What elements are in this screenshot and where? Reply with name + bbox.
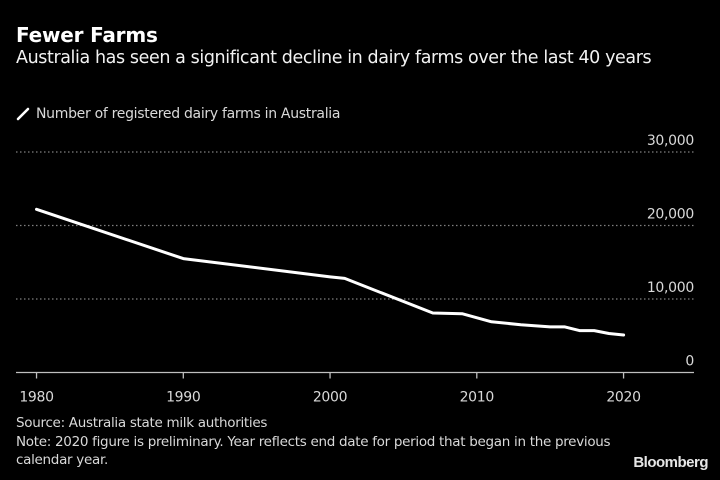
bloomberg-logo: Bloomberg <box>633 454 708 471</box>
gridlines <box>16 151 694 300</box>
x-tick-label: 2020 <box>606 390 640 406</box>
x-tick-label: 2010 <box>460 390 494 406</box>
y-tick-label: 10,000 <box>647 280 694 296</box>
chart-subtitle: Australia has seen a significant decline… <box>16 48 652 68</box>
y-tick-label: 20,000 <box>647 207 694 223</box>
x-tick-label: 1980 <box>19 390 53 406</box>
chart-title: Fewer Farms <box>16 23 158 47</box>
y-tick-label: 30,000 <box>647 133 694 149</box>
x-tick-label: 1990 <box>166 390 200 406</box>
legend-label: Number of registered dairy farms in Aust… <box>36 106 341 122</box>
y-axis-labels: 0 10,000 20,000 30,000 <box>647 133 694 370</box>
footer: Source: Australia state milk authorities… <box>16 414 656 470</box>
legend: Number of registered dairy farms in Aust… <box>16 106 340 122</box>
footnote: Note: 2020 figure is preliminary. Year r… <box>16 433 611 469</box>
x-axis: 1980 1990 2000 2010 2020 <box>16 371 694 406</box>
y-tick-label: 0 <box>685 354 694 370</box>
series <box>35 207 626 337</box>
source-note: Source: Australia state milk authorities <box>16 415 268 431</box>
x-tick-label: 2000 <box>313 390 347 406</box>
series-line <box>35 207 626 337</box>
line-swatch-icon <box>16 107 30 121</box>
